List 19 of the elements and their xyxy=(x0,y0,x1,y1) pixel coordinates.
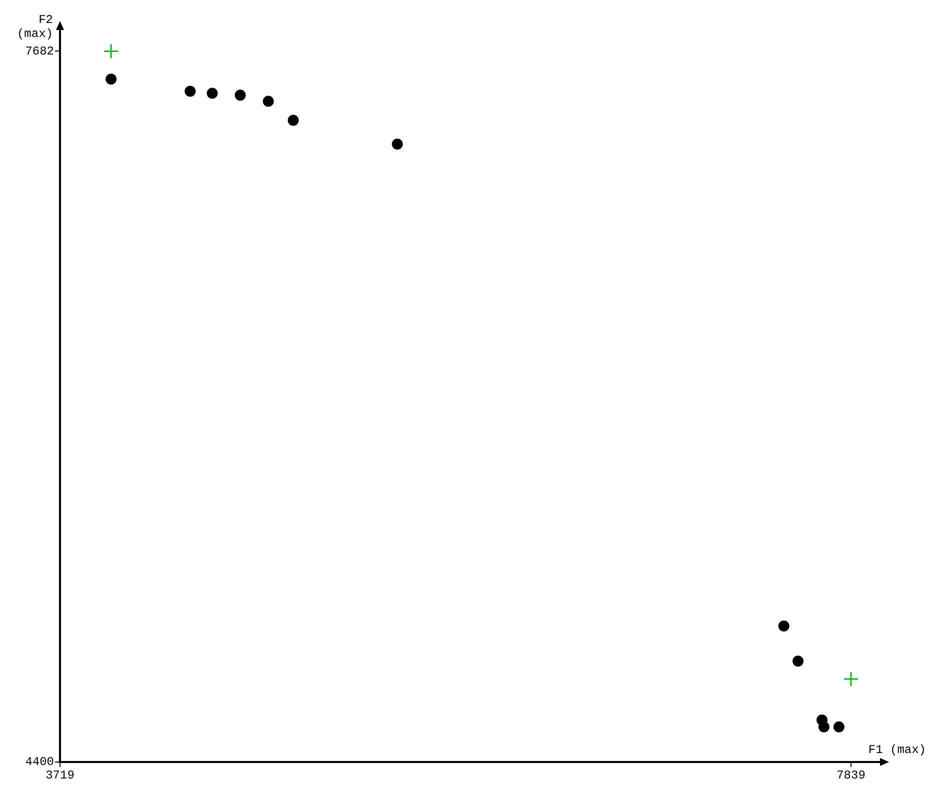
point xyxy=(234,90,246,101)
point xyxy=(818,721,830,732)
y-tick-label: 4400 xyxy=(25,755,54,770)
point xyxy=(778,620,790,632)
x-tick-label: 7839 xyxy=(836,768,866,782)
x-axis-title: F1 (max) xyxy=(868,743,926,758)
y-axis-title: F2 (max) xyxy=(16,13,53,42)
point xyxy=(184,86,196,97)
x-tick-label: 3719 xyxy=(46,768,74,782)
point xyxy=(103,43,119,59)
point xyxy=(843,671,859,687)
point xyxy=(833,721,844,732)
point xyxy=(106,74,117,85)
point xyxy=(262,96,274,107)
point xyxy=(206,88,218,99)
point xyxy=(392,138,403,150)
y-tick-label: 7682 xyxy=(25,44,54,58)
point xyxy=(288,114,299,126)
point xyxy=(792,656,804,667)
